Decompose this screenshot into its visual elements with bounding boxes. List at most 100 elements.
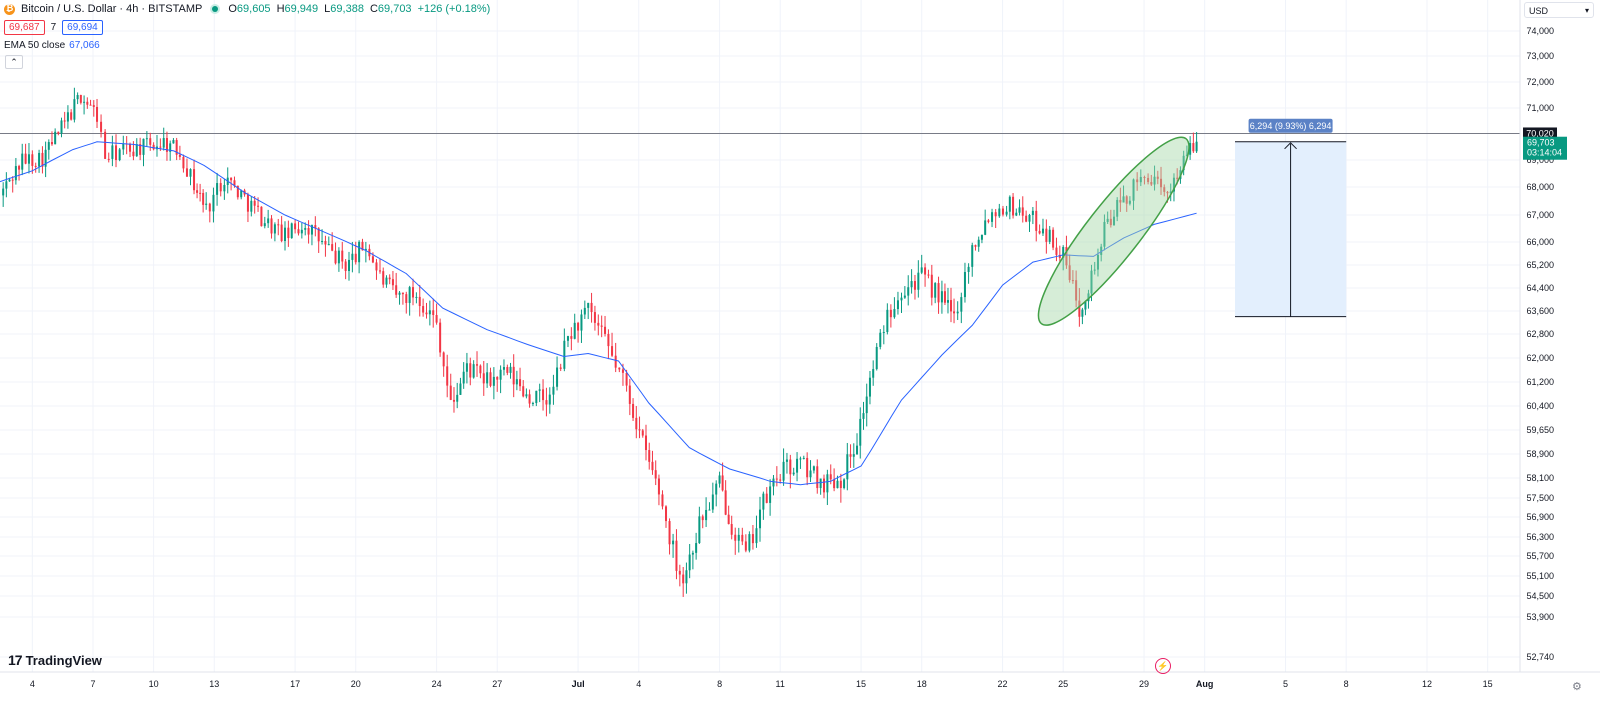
candle-body <box>515 379 518 385</box>
time-axis[interactable]: 4 7 10 13 17 20 24 27 Jul 4 8 11 15 18 22 25 29 Aug 5 8 12 15 <box>0 671 1600 689</box>
time-tick-label: 15 <box>1483 679 1493 689</box>
sell-button[interactable]: 69,687 <box>4 20 45 35</box>
candle-body <box>178 154 181 157</box>
price-tick-label: 74,000 <box>1526 26 1554 36</box>
candle-body <box>1096 254 1099 270</box>
candle-body <box>1035 210 1038 231</box>
candle-body <box>165 138 168 152</box>
candle-body <box>469 363 472 378</box>
candle-body <box>465 363 468 372</box>
tradingview-logo[interactable]: 17 TradingView <box>8 652 102 668</box>
time-tick-label: 8 <box>1344 679 1349 689</box>
symbol-header: Bitcoin / U.S. Dollar · 4h · BITSTAMP O6… <box>4 3 490 15</box>
candle-body <box>341 250 344 262</box>
candle-body <box>283 227 287 241</box>
candle-body <box>920 267 923 273</box>
candle-body <box>661 494 664 507</box>
candle-body <box>83 101 86 103</box>
candle-body <box>142 138 145 155</box>
market-open-dot-icon <box>212 6 219 12</box>
candle-body <box>506 367 509 373</box>
highlight-ellipse[interactable] <box>1020 122 1207 340</box>
candle-body <box>748 534 751 551</box>
gear-icon[interactable]: ⚙ <box>1572 681 1582 693</box>
ohlc-open-key: O <box>228 3 237 15</box>
candle-body <box>44 149 47 167</box>
candle-body <box>956 311 959 314</box>
price-tick-label: 65,200 <box>1526 260 1554 270</box>
candle-body <box>698 516 701 544</box>
candle-body <box>273 224 276 234</box>
candle-body <box>1008 196 1011 212</box>
time-tick-label: 5 <box>1283 679 1288 689</box>
candle-body <box>385 277 388 285</box>
candle-body <box>695 543 698 553</box>
candle-body <box>1055 247 1058 255</box>
measure-label-bg <box>1248 118 1333 133</box>
candle-body <box>772 478 775 487</box>
candle-body <box>1122 196 1125 203</box>
candle-body <box>196 190 199 193</box>
candle-body <box>1081 309 1084 317</box>
candle-body <box>185 168 188 177</box>
candle-body <box>76 95 79 100</box>
candle-body <box>1156 176 1159 179</box>
candle-body <box>1128 200 1131 204</box>
candle-body <box>701 516 704 521</box>
symbol-title[interactable]: Bitcoin / U.S. Dollar · 4h · BITSTAMP <box>21 3 203 15</box>
candle-body <box>545 400 548 405</box>
lightning-icon[interactable]: ⚡ <box>1155 658 1171 674</box>
time-tick-label: 20 <box>351 679 361 689</box>
candle-body <box>1182 155 1185 171</box>
candle-body <box>531 403 534 405</box>
bid-ask-row: 69,687 7 69,694 <box>4 20 103 35</box>
candles <box>2 87 1198 597</box>
candle-body <box>70 112 73 120</box>
candle-body <box>590 302 593 313</box>
candle-body <box>172 140 175 144</box>
candle-body <box>321 240 324 242</box>
price-tick-label: 55,700 <box>1526 551 1554 561</box>
price-tick-label: 52,740 <box>1526 652 1554 662</box>
level-label: 70,020 <box>1526 128 1554 138</box>
candle-body <box>205 203 208 205</box>
price-tick-label: 69,000 <box>1526 155 1554 165</box>
candle-body <box>459 383 462 395</box>
indicator-legend[interactable]: EMA 50 close 67,066 <box>4 40 100 51</box>
candle-body <box>21 153 24 170</box>
candle-body <box>86 101 89 105</box>
price-axis[interactable]: 74,000 73,000 72,000 71,000 69,000 68,000 67,0… <box>1519 0 1600 672</box>
candle-body <box>910 281 913 288</box>
candle-body <box>1176 177 1179 179</box>
candle-body <box>782 461 785 481</box>
candle-body <box>18 166 21 170</box>
time-tick-label: 29 <box>1139 679 1149 689</box>
candle-body <box>1100 246 1103 255</box>
candle-body <box>802 457 805 459</box>
candle-body <box>472 364 475 378</box>
candle-body <box>300 229 303 234</box>
indicator-name: EMA 50 close <box>4 40 66 51</box>
candle-body <box>675 540 678 571</box>
candle-body <box>2 188 5 196</box>
candle-body <box>859 418 862 446</box>
candle-body <box>233 180 236 186</box>
price-tick-label: 66,000 <box>1526 237 1554 247</box>
candle-body <box>1012 196 1015 216</box>
candle-body <box>724 490 727 515</box>
candle-body <box>149 138 152 145</box>
measure-arrow[interactable]: 6,294 (9.93%) 6,294 <box>1248 118 1333 317</box>
candle-body <box>79 95 82 103</box>
candle-body <box>672 540 675 545</box>
candle-body <box>354 253 357 263</box>
candle-body <box>31 154 34 166</box>
candle-body <box>280 224 283 241</box>
price-tick-label: 59,650 <box>1526 425 1554 435</box>
candle-body <box>917 272 920 290</box>
buy-button[interactable]: 69,694 <box>62 20 103 35</box>
currency-select[interactable]: USD <box>1524 2 1594 19</box>
candle-body <box>1106 218 1109 222</box>
chevron-up-icon[interactable]: ⌃ <box>5 55 23 69</box>
candle-body <box>535 390 538 404</box>
